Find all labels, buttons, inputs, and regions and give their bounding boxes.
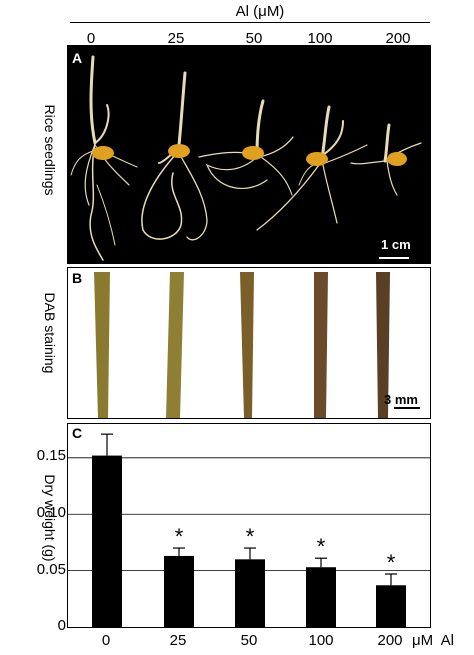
y-tick-0: 0	[57, 617, 66, 634]
seed-50	[242, 146, 264, 160]
side-label-rice-seedlings: Rice seedlings	[42, 104, 58, 196]
stem-25	[166, 272, 184, 418]
stem-0	[94, 272, 110, 418]
dry-weight-chart: * * * *	[68, 433, 430, 627]
concentration-label-200: 200	[385, 30, 411, 47]
header-rule	[70, 22, 430, 23]
seed-100	[306, 152, 328, 166]
stem-100	[314, 272, 328, 418]
bar-25	[164, 555, 194, 627]
panel-a-label: A	[72, 50, 83, 66]
seed-200	[387, 152, 407, 166]
panel-b-label: B	[72, 270, 83, 286]
concentration-label-100: 100	[307, 30, 333, 47]
y-tick-0.15: 0.15	[36, 447, 66, 464]
scale-label-a: 1 cm	[381, 237, 411, 252]
seedling-100	[256, 105, 368, 231]
x-tick-50: 50	[240, 632, 258, 649]
stem-200	[376, 272, 390, 418]
panel-a-seedlings: A	[67, 45, 431, 264]
x-tick-25: 25	[169, 632, 187, 649]
significance-marker-25: *	[175, 524, 184, 549]
bar-200	[376, 585, 406, 627]
x-tick-100: 100	[308, 632, 334, 649]
x-axis-label: μM Al	[412, 632, 454, 649]
side-label-dab-staining: DAB staining	[42, 292, 58, 374]
bar-50	[235, 559, 265, 627]
seedlings-illustration	[70, 55, 422, 261]
stems-illustration	[94, 272, 420, 418]
panel-c-label: C	[72, 425, 83, 441]
concentration-label-25: 25	[167, 30, 185, 47]
seedling-200	[350, 123, 422, 196]
bar-0	[92, 455, 122, 627]
significance-marker-100: *	[317, 534, 326, 559]
significance-marker-50: *	[246, 524, 255, 549]
significance-marker-200: *	[387, 550, 396, 575]
concentration-header: Al (μM)	[235, 3, 285, 20]
bar-100	[306, 567, 336, 627]
panel-b-dab-staining: B 3 mm	[67, 267, 431, 419]
scale-label-b: 3 mm	[384, 392, 418, 407]
seed-0	[92, 146, 114, 160]
stem-50	[240, 272, 254, 418]
x-tick-0: 0	[101, 632, 111, 649]
y-tick-0.05: 0.05	[36, 561, 66, 578]
panel-c-dry-weight: C * * * *	[67, 423, 431, 628]
x-tick-200: 200	[377, 632, 403, 649]
concentration-label-50: 50	[245, 30, 263, 47]
seed-25	[168, 144, 190, 158]
concentration-label-0: 0	[86, 30, 96, 47]
y-tick-0.10: 0.10	[36, 504, 66, 521]
